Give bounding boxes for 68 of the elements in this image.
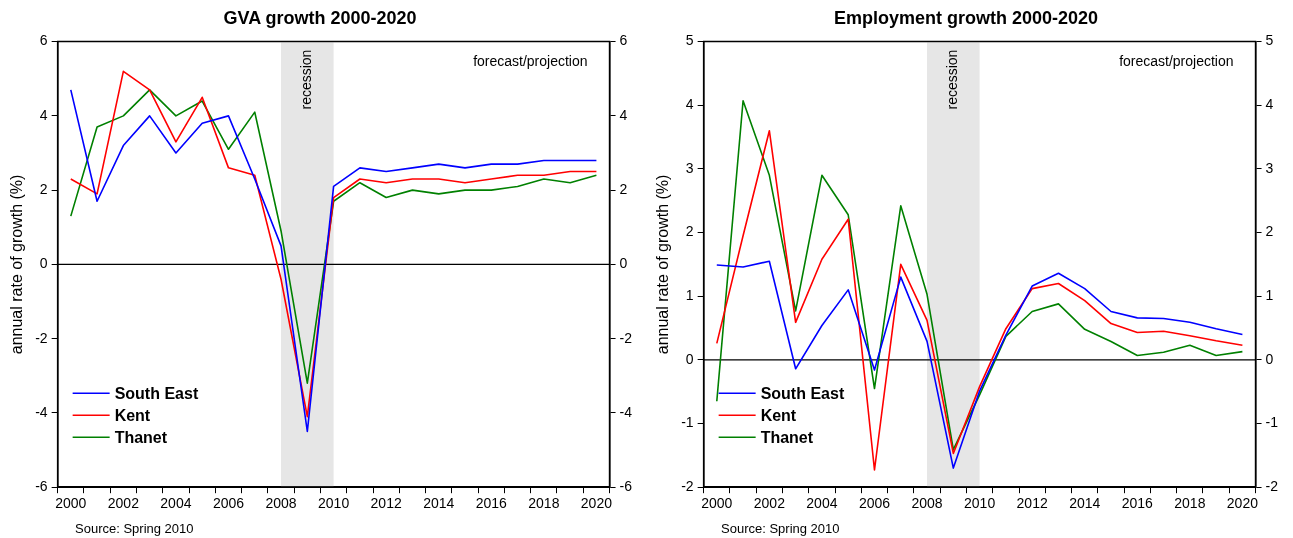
x-tick-label: 2002 (107, 495, 140, 512)
y-tick-label: 0 (39, 255, 48, 272)
y-tick-label: 4 (39, 106, 48, 123)
x-tick-label: 2012 (370, 495, 402, 512)
chart-title: GVA growth 2000-2020 (223, 7, 417, 28)
source-note: Source: Spring 2010 (721, 521, 840, 536)
x-tick-label: 2012 (1016, 495, 1048, 512)
legend-label: Thanet (760, 428, 814, 446)
x-tick-label: 2014 (1069, 495, 1101, 512)
x-tick-label: 2004 (160, 495, 192, 512)
legend-label: South East (114, 384, 199, 402)
y2-tick-label: 4 (619, 106, 628, 123)
y2-tick-label: 1 (1265, 287, 1274, 304)
y-tick-label: 6 (39, 32, 48, 49)
annotation: forecast/projection (1119, 53, 1234, 70)
x-tick-label: 2014 (423, 495, 455, 512)
legend-label: Kent (760, 406, 797, 424)
x-tick-label: 2000 (701, 495, 733, 512)
y-tick-label: -4 (35, 403, 48, 420)
y-axis-title: annual rate of growth (%) (8, 174, 26, 355)
x-tick-label: 2006 (212, 495, 245, 512)
y2-tick-label: 2 (1265, 223, 1274, 240)
legend-label: Thanet (114, 428, 168, 446)
y2-tick-label: -1 (1265, 414, 1279, 431)
y2-tick-label: 0 (1265, 350, 1274, 367)
x-tick-label: 2010 (964, 495, 996, 512)
y-tick-label: 1 (685, 287, 694, 304)
y2-tick-label: 0 (619, 255, 628, 272)
chart-title: Employment growth 2000-2020 (833, 7, 1099, 28)
x-tick-label: 2020 (580, 495, 613, 512)
x-tick-label: 2006 (858, 495, 891, 512)
y-tick-label: -2 (681, 478, 694, 495)
x-tick-label: 2002 (753, 495, 786, 512)
y-tick-label: 2 (39, 180, 48, 197)
x-tick-label: 2004 (806, 495, 838, 512)
x-tick-label: 2020 (1226, 495, 1259, 512)
y2-tick-label: 3 (1265, 159, 1274, 176)
x-tick-label: 2018 (1174, 495, 1206, 512)
y2-tick-label: 2 (619, 180, 628, 197)
y-tick-label: -2 (35, 329, 48, 346)
x-tick-label: 2008 (911, 495, 943, 512)
legend-label: Kent (114, 406, 151, 424)
x-tick-label: 2016 (1121, 495, 1154, 512)
y2-tick-label: -4 (619, 403, 633, 420)
annotation: forecast/projection (473, 53, 588, 70)
source-note: Source: Spring 2010 (75, 521, 194, 536)
y2-tick-label: 6 (619, 32, 628, 49)
y-tick-label: 3 (685, 159, 694, 176)
y-tick-label: 4 (685, 96, 694, 113)
y-axis-title: annual rate of growth (%) (654, 174, 672, 355)
x-tick-label: 2008 (265, 495, 297, 512)
x-tick-label: 2010 (318, 495, 350, 512)
y-tick-label: 5 (685, 32, 694, 49)
band-label: recession (298, 49, 315, 110)
legend-label: South East (760, 384, 845, 402)
y2-tick-label: -2 (1265, 478, 1279, 495)
band-label: recession (944, 49, 961, 110)
x-tick-label: 2018 (528, 495, 560, 512)
y-tick-label: 0 (685, 350, 694, 367)
y2-tick-label: 4 (1265, 96, 1274, 113)
y2-tick-label: -6 (619, 478, 633, 495)
y2-tick-label: 5 (1265, 32, 1274, 49)
y-tick-label: -6 (35, 478, 48, 495)
x-tick-label: 2016 (475, 495, 508, 512)
x-tick-label: 2000 (55, 495, 87, 512)
y-tick-label: 2 (685, 223, 694, 240)
y2-tick-label: -2 (619, 329, 633, 346)
y-tick-label: -1 (681, 414, 694, 431)
